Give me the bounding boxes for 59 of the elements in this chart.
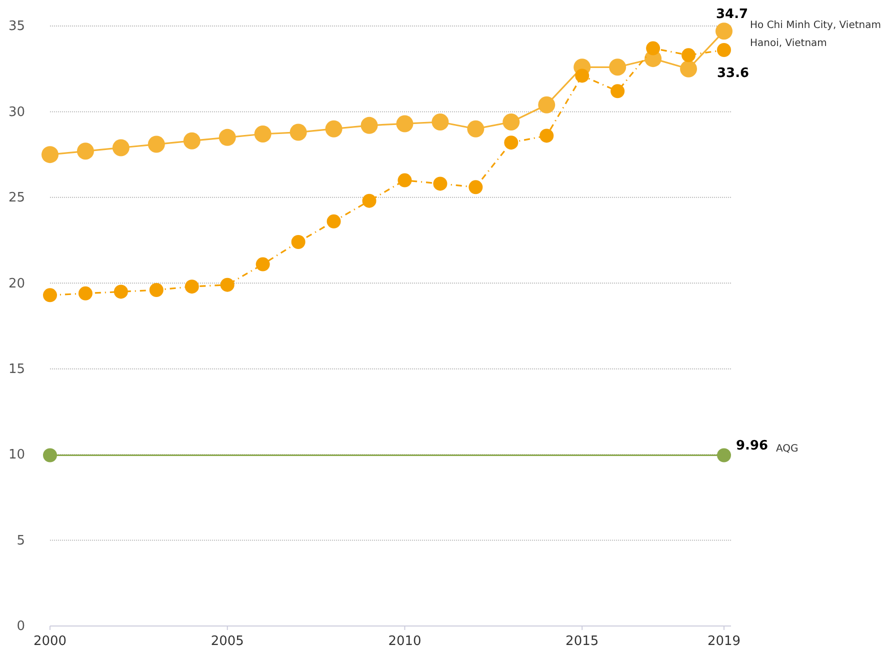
point (325, 120, 342, 138)
point (504, 136, 518, 150)
point (184, 280, 199, 294)
y-tick-label: 0 (16, 619, 25, 634)
point (538, 96, 556, 114)
y-tick-label: 30 (8, 104, 25, 120)
point (432, 114, 449, 130)
point (682, 48, 696, 62)
point (149, 283, 164, 297)
point (290, 124, 307, 141)
point (183, 132, 200, 150)
data-label: 34.7 (716, 7, 748, 22)
point (717, 43, 731, 57)
x-tick-label: 2005 (210, 634, 244, 650)
point (362, 194, 376, 208)
x-tick-label: 2010 (388, 634, 422, 650)
point (680, 60, 698, 78)
x-tick-label: 2019 (707, 634, 741, 650)
text: AQG (776, 443, 798, 454)
point (540, 128, 554, 143)
point (610, 84, 625, 98)
point (433, 176, 448, 191)
point (114, 284, 128, 299)
point (398, 173, 412, 188)
point (78, 286, 92, 300)
data-label: 33.6 (717, 66, 750, 81)
point (76, 142, 94, 160)
point (326, 214, 341, 228)
point (42, 146, 58, 164)
point (396, 115, 414, 132)
series-label: Hanoi, Vietnam (750, 38, 827, 49)
point (218, 128, 236, 146)
y-tick-label: 35 (8, 19, 25, 34)
point (43, 288, 57, 302)
point (256, 257, 270, 272)
data-label: 9.96 (736, 438, 768, 454)
y-tick-label: 25 (8, 190, 25, 206)
point (43, 448, 57, 462)
y-tick-label: 5 (16, 533, 25, 548)
point (220, 278, 234, 292)
point (575, 68, 590, 83)
point (502, 114, 520, 130)
point (112, 139, 130, 156)
point (148, 136, 165, 153)
y-tick-label: 20 (8, 276, 25, 292)
x-tick-label: 2015 (566, 634, 599, 650)
point (467, 120, 484, 138)
point (254, 126, 272, 142)
point (360, 116, 378, 134)
point (646, 41, 660, 56)
point (609, 58, 626, 76)
y-tick-label: 10 (8, 448, 25, 463)
series-label: Ho Chi Minh City, Vietnam (750, 20, 881, 31)
point (717, 448, 731, 462)
point (716, 22, 732, 40)
y-tick-label: 15 (8, 362, 25, 378)
point (291, 235, 306, 249)
x-tick-label: 2000 (33, 634, 67, 650)
point (468, 180, 483, 194)
